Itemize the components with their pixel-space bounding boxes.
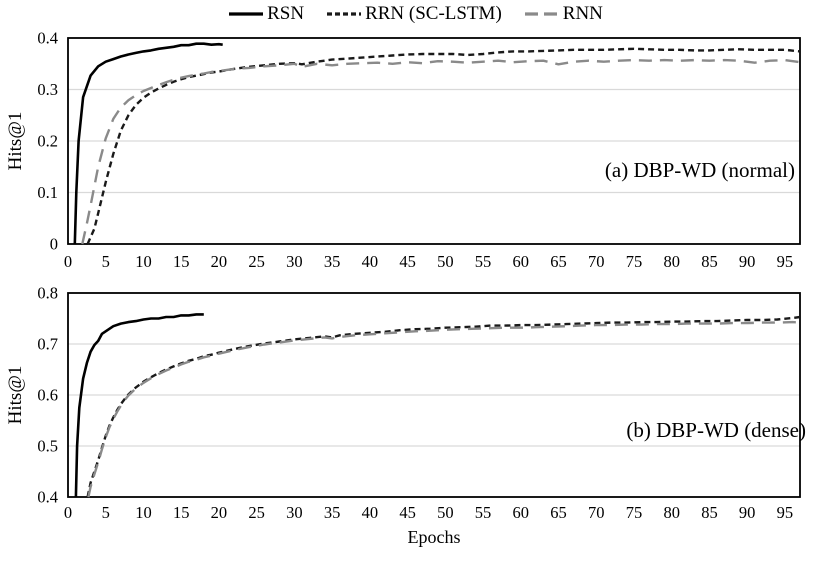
y-tick-label: 0.5 [37,437,58,456]
chart-b-dbp-wd-dense: 0.4 0.5 0.6 0.7 0.8 0 5 10 15 20 25 30 35 40 45 50 55 60 6… [0,282,831,562]
x-tick-label: 40 [362,503,379,522]
x-tick-label: 45 [399,252,416,271]
legend-label: RSN [267,3,305,24]
x-tick-label: 35 [324,503,341,522]
series-rsn [74,313,204,498]
x-tick-label: 40 [362,252,379,271]
chart-a-dbp-wd-normal: 0 0.1 0.2 0.3 0.4 0 5 10 15 20 25 30 35 40 45 50 55 60 65 7… [5,29,801,271]
x-tick-label: 30 [286,252,303,271]
x-tick-label: 65 [550,503,567,522]
y-tick-label: 0.7 [37,335,58,354]
x-tick-label: 55 [475,503,492,522]
x-tick-label: 30 [286,503,303,522]
legend-line-sample-long-dash [524,12,559,16]
y-tick-label: 0.1 [37,183,58,202]
plot-border [67,37,801,245]
x-tick-label: 85 [701,252,718,271]
legend-label: RRN (SC-LSTM) [365,3,502,24]
y-tick-label: 0.6 [37,386,58,405]
legend-line-sample-solid [229,12,264,16]
x-tick-label: 50 [437,503,454,522]
x-tick-label: 20 [211,252,228,271]
series-rnn [87,320,801,498]
y-tick-label: 0.4 [37,29,58,48]
x-tick-label: 75 [626,252,643,271]
y-tick-label: 0.8 [37,284,58,303]
legend-label: RNN [562,3,603,24]
x-tick-label: 0 [64,503,72,522]
y-tick-label: 0.3 [37,80,58,99]
x-tick-label: 10 [135,503,152,522]
y-tick-label: 0.2 [37,132,58,151]
x-tick-label: 60 [513,252,530,271]
x-tick-label: 75 [626,503,643,522]
series-rrn-sc-lstm [86,315,801,498]
x-tick-label: 15 [173,252,190,271]
x-tick-label: 0 [64,252,72,271]
chart-legend: RSN RRN (SC-LSTM) RNN [0,1,831,27]
chart-b-plot-area: 0.4 0.5 0.6 0.7 0.8 0 5 10 15 20 25 30 35 40 45 50 55 60 6… [37,284,801,522]
chart-b-caption: (b) DBP-WD (dense) [626,418,806,442]
series-rrn-sc-lstm [86,47,801,245]
legend-item-rrn-sc-lstm: RRN (SC-LSTM) [326,3,502,25]
x-tick-label: 50 [437,252,454,271]
x-tick-label: 70 [588,252,605,271]
x-tick-label: 90 [739,252,756,271]
y-axis-title: Hits@1 [5,111,26,171]
x-tick-label: 10 [135,252,152,271]
plot-border [67,292,801,498]
x-tick-label: 95 [777,503,794,522]
x-tick-label: 20 [211,503,228,522]
x-tick-label: 85 [701,503,718,522]
legend-line-sample-short-dash [327,12,362,16]
x-tick-label: 25 [248,503,265,522]
x-tick-label: 65 [550,252,567,271]
x-tick-label: 45 [399,503,416,522]
x-tick-label: 25 [248,252,265,271]
x-tick-label: 5 [102,252,110,271]
chart-a-plot-area: 0 0.1 0.2 0.3 0.4 0 5 10 15 20 25 30 35 40 45 50 55 60 65 7… [37,29,801,271]
legend-item-rnn: RNN [524,3,603,25]
x-tick-label: 55 [475,252,492,271]
x-tick-label: 95 [777,252,794,271]
x-tick-label: 15 [173,503,190,522]
series-rnn [81,58,801,245]
x-tick-label: 80 [663,503,680,522]
x-tick-label: 35 [324,252,341,271]
chart-a-caption: (a) DBP-WD (normal) [604,158,795,182]
x-axis-title: Epochs [407,527,461,547]
y-tick-label: 0.4 [37,488,58,507]
y-axis-title: Hits@1 [5,365,26,425]
y-tick-label: 0 [50,235,58,254]
x-tick-label: 80 [663,252,680,271]
x-tick-label: 90 [739,503,756,522]
legend-item-rsn: RSN [228,3,304,25]
series-rsn [73,42,223,245]
x-tick-label: 5 [102,503,110,522]
x-tick-label: 60 [513,503,530,522]
x-tick-label: 70 [588,503,605,522]
